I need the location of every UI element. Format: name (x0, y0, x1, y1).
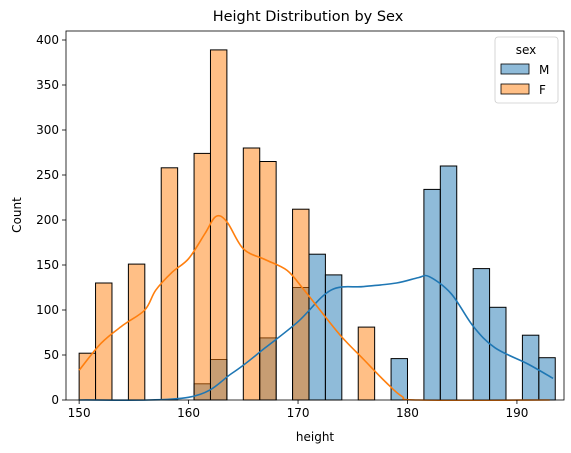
kde-curves (78, 214, 554, 402)
x-tick-label: 180 (396, 406, 419, 420)
bar-f-7 (193, 152, 211, 401)
x-tick-label: 160 (177, 406, 200, 420)
y-axis-ticks: 0 50 100 150 200 250 300 350 400 (36, 33, 66, 407)
bar-m-14 (308, 253, 326, 401)
legend: sex M F (494, 36, 559, 104)
legend-swatch-f (500, 83, 530, 95)
x-tick-label: 150 (68, 406, 91, 420)
x-tick-label: 170 (287, 406, 310, 420)
bar-m-24 (472, 268, 491, 401)
bar-m-22 (439, 165, 458, 401)
kde-line-m (79, 274, 554, 401)
y-tick-label: 200 (36, 213, 59, 227)
y-tick-label: 400 (36, 33, 59, 47)
y-tick-label: 250 (36, 168, 59, 182)
x-tick-label: 190 (505, 406, 528, 420)
y-tick-label: 100 (36, 303, 59, 317)
legend-label-m: M (539, 63, 549, 77)
bar-f-3 (127, 263, 146, 401)
y-tick-label: 300 (36, 123, 59, 137)
bar-m-25 (489, 306, 507, 401)
bar-f-5 (160, 167, 179, 401)
bar-f-8 (209, 49, 228, 401)
bar-f-10 (242, 147, 261, 401)
bar-m-27 (521, 334, 540, 401)
x-axis-ticks: 150 160 170 180 190 (68, 400, 528, 420)
x-axis-label: height (296, 430, 335, 444)
y-tick-label: 350 (36, 78, 59, 92)
chart-title: Height Distribution by Sex (213, 9, 404, 25)
y-tick-label: 50 (44, 348, 59, 362)
series-f-bars (78, 49, 376, 401)
kde-line-f (78, 214, 550, 402)
y-tick-label: 0 (51, 393, 59, 407)
legend-swatch-m (500, 63, 530, 75)
plot-area-frame (65, 30, 565, 401)
y-axis-label: Count (10, 197, 24, 233)
bar-m-21 (423, 188, 441, 401)
y-tick-label: 150 (36, 258, 59, 272)
bar-f-13 (292, 208, 310, 401)
legend-label-f: F (539, 83, 546, 97)
bar-f-17 (357, 326, 376, 401)
bar-f-11 (259, 161, 277, 401)
legend-title: sex (516, 43, 537, 57)
bar-m-15 (324, 274, 343, 401)
